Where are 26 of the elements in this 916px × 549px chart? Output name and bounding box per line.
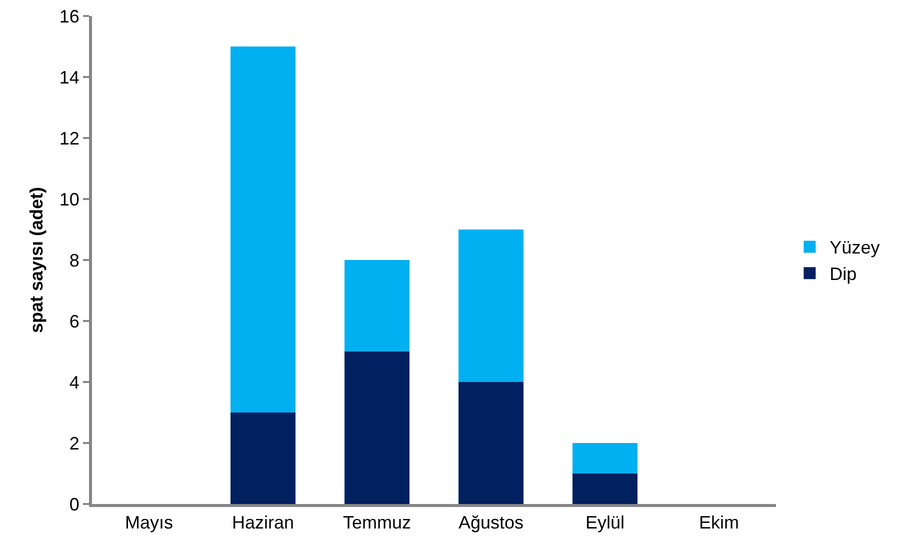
x-tick-label: Mayıs	[124, 512, 174, 533]
y-tick-label: 14	[59, 67, 80, 88]
y-tick-label: 0	[69, 494, 80, 514]
bar	[572, 474, 638, 504]
y-tick-label: 12	[59, 128, 80, 148]
y-axis-title: spat sayısı (adet)	[26, 186, 47, 334]
bar	[230, 412, 296, 504]
x-tick-label: Temmuz	[342, 512, 412, 533]
bar	[230, 46, 296, 412]
legend-label: Dip	[830, 264, 857, 284]
x-tick-label: Haziran	[232, 512, 294, 533]
x-tick-label: Ağustos	[458, 512, 524, 533]
bar	[344, 352, 410, 504]
y-tick-label: 8	[69, 250, 80, 270]
bar	[458, 230, 524, 382]
y-tick-label: 16	[59, 6, 80, 26]
y-tick-label: 2	[69, 433, 80, 454]
bar	[572, 443, 638, 474]
y-tick-label: 10	[59, 189, 80, 210]
y-tick-label: 4	[69, 372, 80, 392]
bar	[458, 382, 524, 504]
x-tick-label: Ekim	[699, 512, 739, 533]
x-tick-label: Eylül	[585, 512, 625, 533]
bar	[344, 260, 410, 352]
legend-label: Yüzey	[830, 238, 880, 258]
y-tick-label: 6	[69, 311, 80, 332]
